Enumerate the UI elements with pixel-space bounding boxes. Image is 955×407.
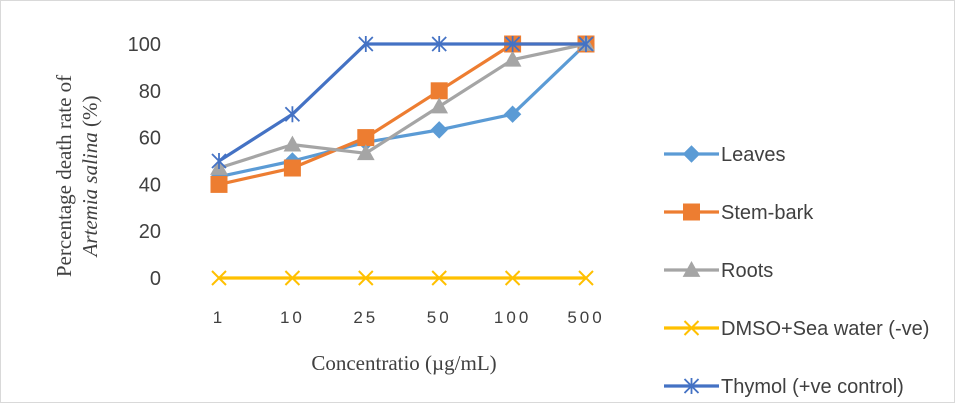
data-point: [358, 36, 374, 52]
x-tick-label: 10: [280, 308, 305, 327]
series-line: [218, 42, 586, 163]
data-point: [211, 153, 227, 169]
data-point: [503, 105, 522, 123]
data-point: [283, 135, 302, 152]
legend-item: DMSO+Sea water (-ve): [664, 318, 929, 340]
legend-item: Roots: [664, 260, 773, 282]
x-tick-labels: 1 10 25 50 100 500: [213, 308, 604, 327]
series-dmso-sea-water-ve: [211, 270, 594, 286]
series-leaves: [210, 35, 595, 186]
data-point: [283, 159, 301, 177]
data-point: [430, 97, 449, 114]
y-tick-label: 0: [150, 268, 161, 290]
y-tick-label: 60: [139, 128, 161, 150]
y-axis-label-line1: Percentage death rate of: [52, 75, 76, 277]
legend-marker: [683, 378, 700, 394]
y-tick-label: 80: [139, 81, 161, 103]
x-tick-label: 100: [494, 308, 531, 327]
data-point: [504, 270, 521, 286]
legend: Leaves Stem-bark Roots DMSO+Sea water (-ve)…: [664, 144, 929, 398]
series-thymol-ve-control: [211, 36, 594, 169]
legend-item: Thymol (+ve control): [664, 376, 904, 398]
legend-label: Stem-bark: [721, 202, 814, 224]
y-axis-label-unit: (%): [78, 96, 102, 133]
series-line: [218, 42, 587, 170]
data-point: [578, 36, 594, 52]
legend-label: Leaves: [721, 144, 786, 166]
series-line: [218, 42, 588, 179]
data-point: [284, 106, 301, 123]
data-point: [430, 82, 448, 100]
data-point: [211, 270, 227, 286]
data-point: [430, 121, 448, 139]
legend-marker: [683, 203, 700, 221]
x-tick-label: 50: [427, 308, 452, 327]
y-tick-labels: 0 20 40 60 80 100: [128, 34, 161, 290]
legend-item: Leaves: [664, 144, 786, 166]
y-axis-label-italic: Artemia salina: [78, 132, 102, 258]
data-point: [504, 36, 521, 52]
legend-marker: [682, 145, 701, 163]
series-roots: [210, 34, 595, 175]
legend-marker: [683, 320, 700, 336]
y-tick-label: 100: [128, 34, 161, 56]
x-tick-label: 500: [567, 308, 604, 327]
y-tick-label: 20: [139, 221, 161, 243]
y-tick-label: 40: [139, 174, 161, 196]
data-point: [356, 144, 375, 161]
data-point: [357, 129, 375, 147]
legend-label: DMSO+Sea water (-ve): [721, 318, 929, 340]
data-point: [431, 36, 447, 52]
legend-label: Thymol (+ve control): [721, 376, 904, 398]
data-point: [503, 50, 522, 67]
legend-label: Roots: [721, 260, 773, 282]
data-point: [358, 270, 374, 286]
data-point: [210, 175, 228, 193]
y-axis-label-line2: Artemia salina (%): [78, 96, 102, 259]
x-axis-label: Concentratio (µg/mL): [311, 351, 496, 375]
x-tick-label: 25: [353, 308, 378, 327]
series-stem-bark: [210, 35, 595, 193]
series-group: [210, 34, 595, 286]
data-point: [284, 270, 301, 286]
data-point: [431, 270, 447, 286]
data-point: [578, 270, 594, 286]
legend-marker: [682, 260, 701, 277]
x-tick-label: 1: [213, 308, 225, 327]
y-axis-label: Percentage death rate of Artemia salina …: [52, 75, 102, 277]
legend-item: Stem-bark: [664, 202, 814, 224]
